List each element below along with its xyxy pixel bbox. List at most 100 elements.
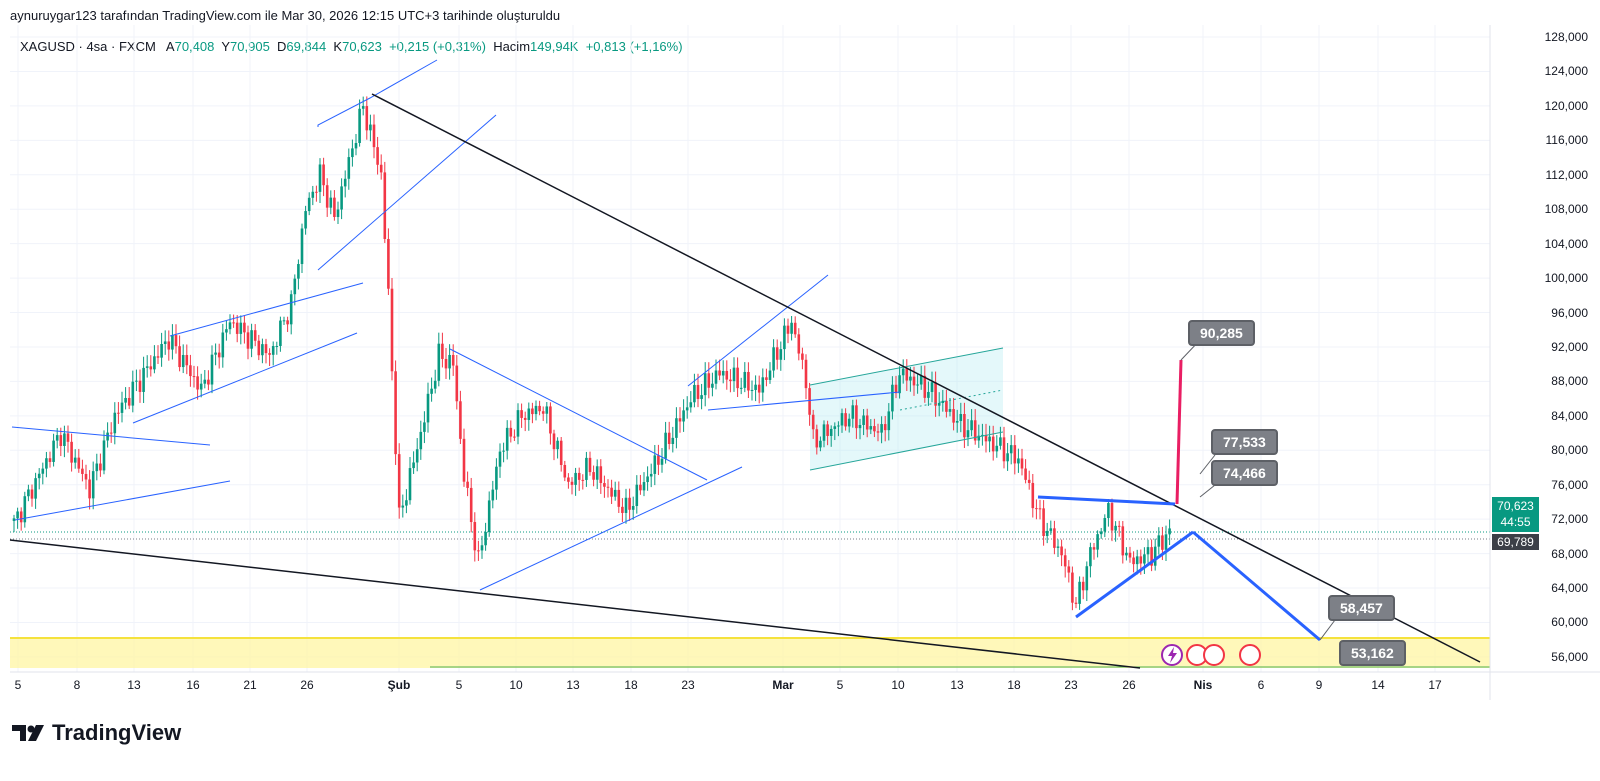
candle[interactable] [808, 388, 811, 415]
candle[interactable] [271, 346, 275, 355]
candle[interactable] [1053, 528, 1056, 548]
candle[interactable] [1024, 468, 1027, 480]
candle[interactable] [700, 395, 703, 399]
support-zone[interactable] [10, 638, 1490, 668]
candle[interactable] [1103, 518, 1107, 532]
candle[interactable] [1038, 508, 1042, 510]
candle[interactable] [786, 325, 790, 334]
candle[interactable] [261, 344, 264, 356]
tradingview-logo[interactable]: TradingView [12, 720, 181, 746]
candle[interactable] [909, 376, 912, 381]
candle[interactable] [401, 505, 405, 508]
candle[interactable] [840, 413, 844, 426]
channel-line[interactable] [809, 347, 1004, 386]
candle[interactable] [505, 427, 509, 451]
candle[interactable] [1074, 602, 1078, 604]
candle[interactable] [480, 545, 484, 551]
candle[interactable] [153, 356, 156, 370]
candle[interactable] [851, 405, 855, 419]
candle[interactable] [325, 185, 329, 208]
candle[interactable] [59, 435, 63, 446]
candle[interactable] [1081, 581, 1085, 591]
trendline[interactable] [14, 480, 231, 521]
candle[interactable] [516, 410, 520, 437]
candle[interactable] [981, 434, 984, 436]
candle[interactable] [127, 397, 131, 406]
candle[interactable] [912, 376, 916, 386]
candle[interactable] [696, 384, 700, 399]
candle[interactable] [30, 489, 34, 499]
candle[interactable] [379, 164, 383, 173]
candle[interactable] [351, 148, 354, 158]
candle[interactable] [1002, 437, 1006, 462]
candle[interactable] [372, 124, 376, 148]
candle[interactable] [689, 402, 693, 408]
candle[interactable] [149, 366, 153, 370]
candle[interactable] [91, 471, 95, 499]
candle[interactable] [495, 466, 498, 490]
candle[interactable] [41, 468, 45, 474]
channel-line[interactable] [809, 431, 1004, 471]
candle[interactable] [131, 381, 135, 406]
candle[interactable] [937, 402, 941, 406]
candle[interactable] [365, 106, 369, 131]
candle[interactable] [311, 191, 315, 198]
candle[interactable] [635, 484, 639, 506]
candle[interactable] [747, 371, 750, 391]
candle[interactable] [199, 383, 203, 390]
candle[interactable] [642, 482, 646, 491]
candle[interactable] [811, 414, 815, 430]
candle[interactable] [433, 380, 437, 389]
candle[interactable] [1125, 552, 1128, 556]
candle[interactable] [628, 497, 631, 510]
candle[interactable] [595, 466, 599, 480]
candle[interactable] [858, 424, 862, 429]
trendline[interactable] [169, 282, 364, 337]
candle[interactable] [819, 440, 822, 448]
candle[interactable] [905, 368, 909, 381]
candle[interactable] [1164, 534, 1168, 550]
candle[interactable] [621, 506, 624, 513]
candle[interactable] [1132, 557, 1135, 565]
candle[interactable] [163, 341, 167, 345]
candle[interactable] [513, 436, 516, 438]
candle[interactable] [541, 411, 545, 414]
candle[interactable] [387, 238, 390, 289]
candle[interactable] [1045, 530, 1049, 536]
candle[interactable] [1107, 503, 1110, 519]
candle[interactable] [1168, 528, 1171, 535]
candle[interactable] [693, 384, 696, 403]
candle[interactable] [437, 343, 441, 381]
candle[interactable] [189, 365, 192, 377]
candle[interactable] [117, 412, 120, 414]
candle[interactable] [581, 479, 585, 481]
candle[interactable] [145, 366, 149, 368]
descending-trendline-upper[interactable] [371, 93, 1481, 663]
candle[interactable] [246, 332, 250, 349]
candle[interactable] [228, 322, 232, 330]
candle[interactable] [1157, 535, 1161, 547]
candle[interactable] [592, 472, 595, 480]
candle[interactable] [862, 415, 865, 425]
candle[interactable] [761, 377, 765, 393]
candle[interactable] [1031, 482, 1035, 509]
candle[interactable] [833, 426, 837, 429]
candle[interactable] [649, 473, 653, 477]
candle[interactable] [757, 384, 761, 393]
candle[interactable] [1013, 445, 1017, 464]
candle[interactable] [837, 425, 840, 427]
candle[interactable] [23, 496, 27, 523]
candle[interactable] [559, 440, 563, 465]
candle[interactable] [455, 365, 459, 402]
candle[interactable] [1017, 458, 1020, 464]
candle[interactable] [37, 473, 41, 479]
candle[interactable] [156, 356, 160, 358]
candle[interactable] [63, 433, 66, 446]
candle[interactable] [617, 489, 621, 507]
trendline[interactable] [449, 348, 708, 481]
candle[interactable] [930, 382, 934, 392]
candle[interactable] [970, 420, 973, 431]
candle[interactable] [343, 178, 347, 187]
candle[interactable] [167, 341, 171, 350]
candle[interactable] [880, 424, 883, 433]
